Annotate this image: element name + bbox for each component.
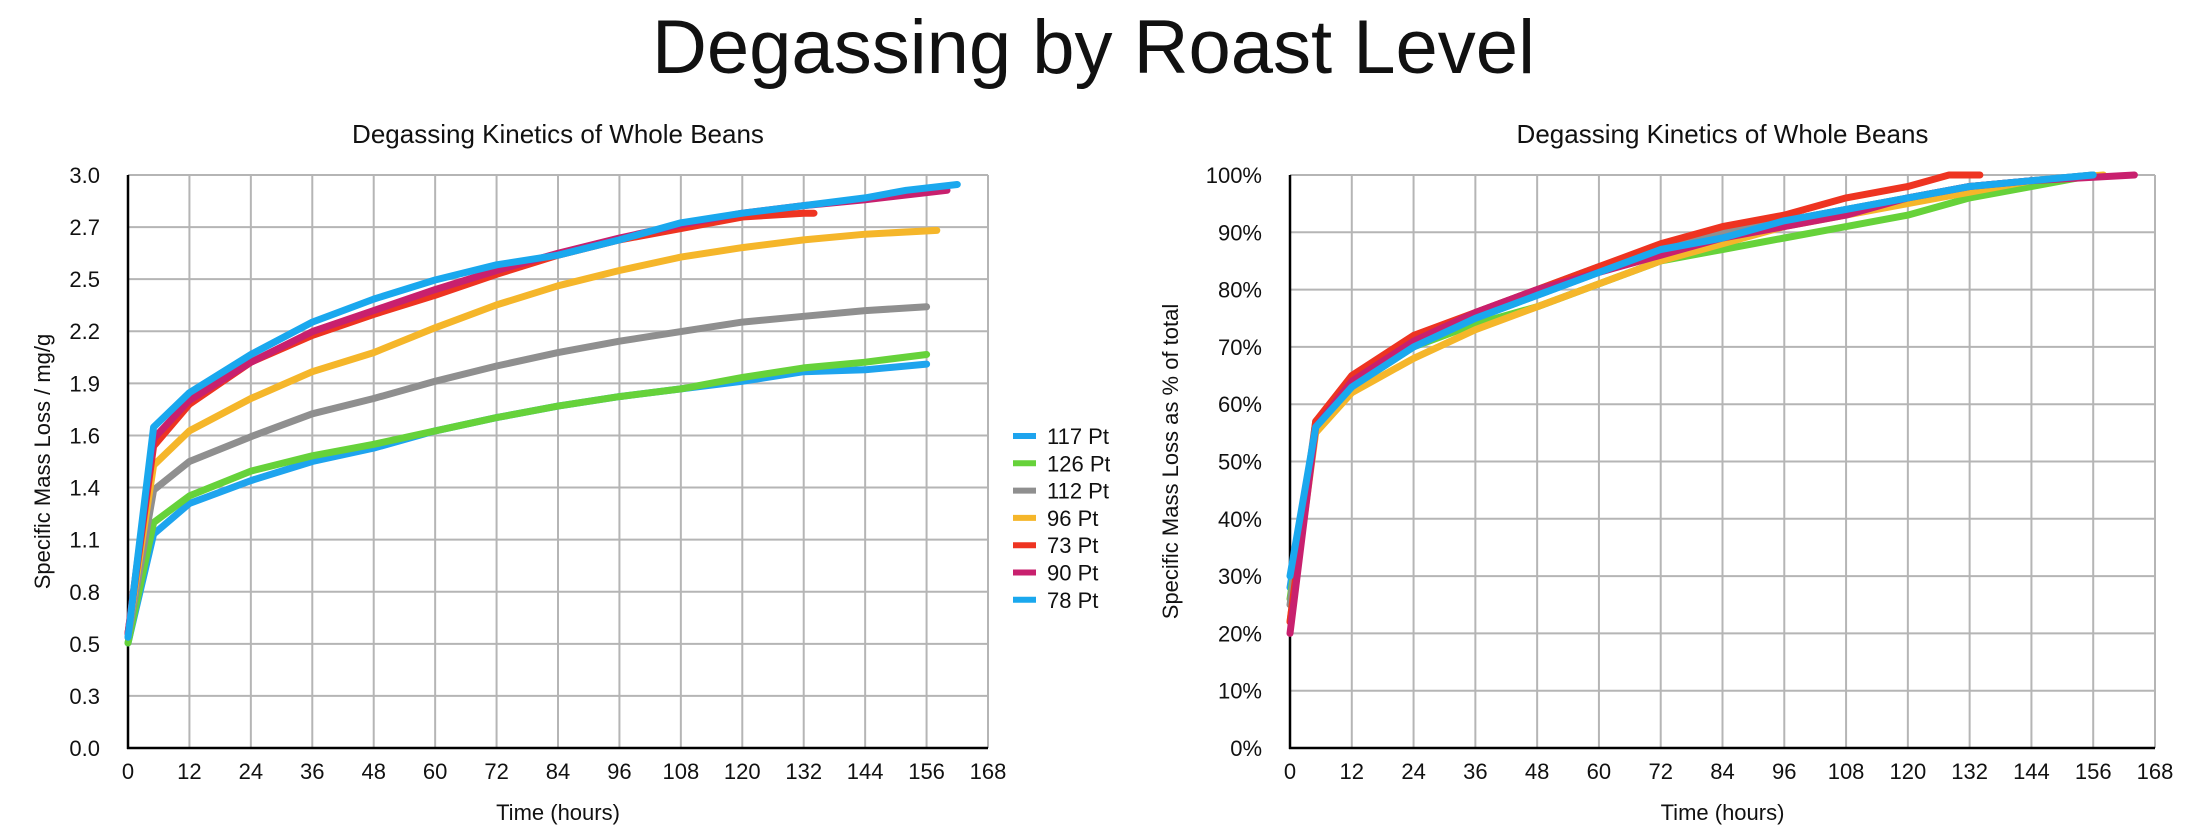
x-tick-label: 36 xyxy=(300,759,324,784)
series-line-96-pt xyxy=(124,226,941,637)
y-tick-label: 100% xyxy=(1206,163,1262,188)
series-line-78-pt xyxy=(124,181,961,641)
x-tick-label: 0 xyxy=(1284,759,1296,784)
x-tick-label: 156 xyxy=(908,759,945,784)
y-tick-label: 30% xyxy=(1218,564,1262,589)
legend-label-117-pt: 117 Pt xyxy=(1047,424,1109,449)
series-line-78-pt xyxy=(1286,171,2097,580)
y-tick-label: 1.4 xyxy=(69,475,100,500)
x-tick-label: 12 xyxy=(1340,759,1364,784)
x-tick-label: 60 xyxy=(1587,759,1611,784)
x-tick-label: 24 xyxy=(1401,759,1425,784)
y-tick-label: 1.1 xyxy=(69,528,100,553)
x-tick-label: 84 xyxy=(546,759,570,784)
series-line-112-pt xyxy=(1286,171,2097,609)
chart-title: Degassing Kinetics of Whole Beans xyxy=(1517,119,1929,149)
x-tick-label: 96 xyxy=(1772,759,1796,784)
chart-absolute-mass-loss: Degassing Kinetics of Whole Beans 0 12 24 36… xyxy=(30,119,1110,825)
y-axis-label: Specific Mass Loss / mg/g xyxy=(30,334,55,590)
x-tick-label: 96 xyxy=(607,759,631,784)
y-tick-label: 3.0 xyxy=(69,163,100,188)
x-tick-label: 120 xyxy=(724,759,761,784)
y-tick-label: 20% xyxy=(1218,621,1262,646)
y-tick-label: 1.9 xyxy=(69,371,100,396)
y-tick-label: 0.0 xyxy=(69,736,100,761)
chart-title: Degassing Kinetics of Whole Beans xyxy=(352,119,764,149)
y-tick-label: 50% xyxy=(1218,450,1262,475)
series-line-126-pt xyxy=(124,351,931,647)
x-tick-label: 156 xyxy=(2075,759,2112,784)
legend-label-126-pt: 126 Pt xyxy=(1047,451,1110,476)
y-tick-label: 80% xyxy=(1218,278,1262,303)
series-group xyxy=(1286,171,2138,637)
y-tick-label: 2.7 xyxy=(69,215,100,240)
chart-percent-mass-loss: Degassing Kinetics of Whole Beans 0 12 24 36… xyxy=(1158,119,2174,825)
page-title: Degassing by Roast Level xyxy=(652,5,1535,90)
x-tick-label: 48 xyxy=(361,759,385,784)
y-tick-label: 70% xyxy=(1218,335,1262,360)
legend-label-96-pt: 96 Pt xyxy=(1047,506,1098,531)
x-tick-label: 48 xyxy=(1525,759,1549,784)
x-tick-label: 0 xyxy=(122,759,134,784)
y-tick-label: 10% xyxy=(1218,679,1262,704)
x-tick-label: 144 xyxy=(847,759,884,784)
series-line-73-pt xyxy=(1286,171,1984,626)
series-line-96-pt xyxy=(1286,171,2107,626)
y-tick-label: 60% xyxy=(1218,392,1262,417)
x-axis-label: Time (hours) xyxy=(496,800,620,825)
y-tick-label: 1.6 xyxy=(69,424,100,449)
y-axis-label: Specific Mass Loss as % of total xyxy=(1158,304,1183,619)
y-tick-label: 0.5 xyxy=(69,632,100,657)
y-tick-label: 2.2 xyxy=(69,319,100,344)
y-tick-label: 2.5 xyxy=(69,267,100,292)
x-tick-label: 168 xyxy=(2137,759,2174,784)
x-tick-label: 36 xyxy=(1463,759,1487,784)
y-tick-label: 0.8 xyxy=(69,580,100,605)
x-tick-label: 132 xyxy=(1951,759,1988,784)
x-tick-label: 108 xyxy=(662,759,699,784)
grid-lines xyxy=(128,174,989,748)
x-tick-label: 108 xyxy=(1828,759,1865,784)
legend-label-78-pt: 78 Pt xyxy=(1047,588,1098,613)
x-tick-label: 84 xyxy=(1710,759,1734,784)
legend-label-112-pt: 112 Pt xyxy=(1047,479,1109,504)
x-tick-label: 60 xyxy=(423,759,447,784)
x-tick-label: 72 xyxy=(484,759,508,784)
x-axis-label: Time (hours) xyxy=(1661,800,1785,825)
x-tick-label: 12 xyxy=(177,759,201,784)
x-tick-label: 72 xyxy=(1648,759,1672,784)
grid-lines xyxy=(1290,174,2156,748)
x-tick-label: 120 xyxy=(1889,759,1926,784)
series-line-112-pt xyxy=(124,303,931,641)
y-tick-label: 40% xyxy=(1218,507,1262,532)
series-group xyxy=(124,181,961,647)
legend-label-73-pt: 73 Pt xyxy=(1047,533,1098,558)
legend-label-90-pt: 90 Pt xyxy=(1047,561,1098,586)
y-tick-label: 0% xyxy=(1230,736,1262,761)
x-tick-label: 168 xyxy=(970,759,1007,784)
series-line-117-pt xyxy=(124,360,931,647)
x-tick-label: 24 xyxy=(239,759,263,784)
y-tick-label: 0.3 xyxy=(69,684,100,709)
x-tick-label: 132 xyxy=(785,759,822,784)
y-tick-label: 90% xyxy=(1218,220,1262,245)
x-tick-label: 144 xyxy=(2013,759,2050,784)
